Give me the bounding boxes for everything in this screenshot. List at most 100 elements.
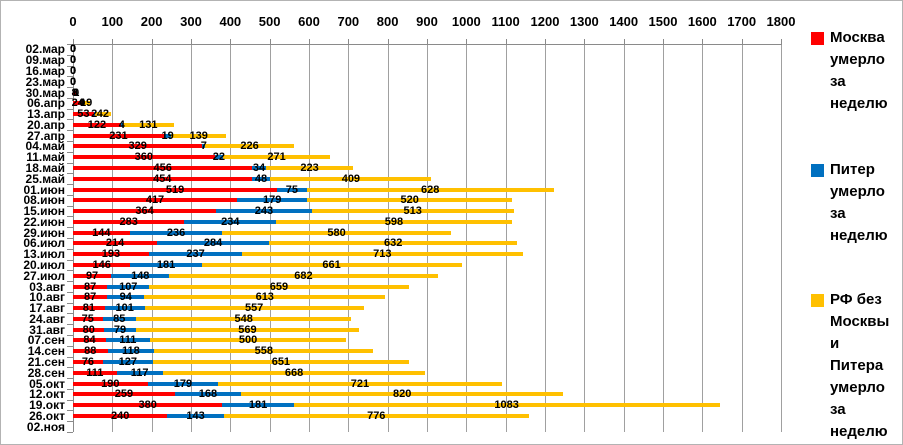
- bar-segment-rf[interactable]: [293, 403, 720, 408]
- bar-segment-rf[interactable]: [171, 133, 226, 138]
- bar-segment-rf[interactable]: [162, 370, 426, 375]
- bar-segment-rf[interactable]: [306, 187, 554, 192]
- bar-segment-piter[interactable]: [102, 316, 136, 321]
- bar-segment-rf[interactable]: [154, 349, 374, 354]
- bar-segment-moscow[interactable]: [73, 349, 108, 354]
- bar-segment-piter[interactable]: [237, 198, 308, 203]
- bar-segment-rf[interactable]: [240, 392, 564, 397]
- bar-segment-moscow[interactable]: [73, 230, 130, 235]
- bar-segment-rf[interactable]: [135, 327, 360, 332]
- bar-segment-moscow[interactable]: [73, 133, 164, 138]
- bar-segment-rf[interactable]: [76, 90, 77, 95]
- bar-segment-moscow[interactable]: [73, 316, 103, 321]
- bar-segment-moscow[interactable]: [73, 306, 105, 311]
- bar-segment-moscow[interactable]: [73, 338, 107, 343]
- bar-segment-moscow[interactable]: [73, 241, 158, 246]
- bar-segment-moscow[interactable]: [73, 198, 238, 203]
- bar-segment-moscow[interactable]: [73, 144, 203, 149]
- bar-segment-rf[interactable]: [169, 273, 438, 278]
- bar-segment-piter[interactable]: [174, 392, 241, 397]
- legend-item-piter[interactable]: Питер умерло за неделю: [809, 159, 901, 253]
- bar-segment-moscow[interactable]: [73, 359, 103, 364]
- bar-segment-moscow[interactable]: [73, 381, 148, 386]
- bar-segment-rf[interactable]: [265, 165, 354, 170]
- bar-segment-moscow[interactable]: [73, 273, 112, 278]
- bar-segment-moscow[interactable]: [73, 112, 94, 117]
- bar-segment-piter[interactable]: [129, 230, 223, 235]
- bar-segment-moscow[interactable]: [73, 392, 175, 397]
- bar-segment-piter[interactable]: [216, 209, 312, 214]
- bar-segment-moscow[interactable]: [73, 370, 117, 375]
- bar-segment-moscow[interactable]: [73, 413, 168, 418]
- value-axis-tick: [623, 39, 625, 44]
- bar-segment-rf[interactable]: [149, 338, 347, 343]
- bar-segment-rf[interactable]: [223, 413, 529, 418]
- bar-segment-piter[interactable]: [147, 381, 219, 386]
- bar-segment-rf[interactable]: [268, 241, 518, 246]
- bar-segment-rf[interactable]: [242, 252, 523, 257]
- bar-segment-moscow[interactable]: [73, 262, 131, 267]
- bar-segment-rf[interactable]: [94, 112, 112, 117]
- bar-segment-moscow[interactable]: [73, 90, 77, 95]
- bar-segment-moscow[interactable]: [73, 403, 223, 408]
- bar-segment-piter[interactable]: [214, 155, 224, 160]
- category-axis-tick: [67, 259, 73, 261]
- bar-segment-piter[interactable]: [107, 284, 150, 289]
- legend-item-rf[interactable]: РФ без Москвы и Питера умерло за неделю: [809, 289, 901, 444]
- bar-segment-moscow[interactable]: [73, 219, 185, 224]
- bar-segment-moscow[interactable]: [73, 284, 108, 289]
- bar-segment-piter[interactable]: [120, 122, 123, 127]
- bar-segment-rf[interactable]: [152, 359, 409, 364]
- bar-segment-piter[interactable]: [202, 144, 206, 149]
- bar-segment-rf[interactable]: [223, 155, 330, 160]
- bar-segment-rf[interactable]: [122, 122, 175, 127]
- bar-segment-rf[interactable]: [307, 198, 512, 203]
- bar-segment-rf[interactable]: [276, 219, 512, 224]
- bar-segment-piter[interactable]: [102, 359, 153, 364]
- bar-segment-piter[interactable]: [130, 262, 202, 267]
- bar-segment-piter[interactable]: [251, 176, 271, 181]
- bar-segment-piter[interactable]: [104, 306, 145, 311]
- bar-segment-moscow[interactable]: [73, 209, 217, 214]
- bar-segment-piter[interactable]: [107, 349, 155, 354]
- bar-segment-piter[interactable]: [252, 165, 266, 170]
- bar-segment-rf[interactable]: [135, 316, 352, 321]
- x-axis-tick-label: 400: [219, 14, 242, 29]
- bar-segment-rf[interactable]: [218, 381, 502, 386]
- bar-segment-piter[interactable]: [167, 413, 224, 418]
- data-label-moscow: 380: [138, 399, 157, 412]
- bar-segment-piter[interactable]: [163, 133, 172, 138]
- bar-segment-piter[interactable]: [93, 112, 95, 117]
- bar-segment-moscow[interactable]: [73, 165, 253, 170]
- bar-segment-moscow[interactable]: [73, 187, 278, 192]
- bar-segment-piter[interactable]: [111, 273, 170, 278]
- legend-item-moscow[interactable]: Москва умерло за неделю: [809, 27, 901, 121]
- bar-segment-rf[interactable]: [205, 144, 295, 149]
- bar-segment-rf[interactable]: [144, 295, 386, 300]
- bar-segment-piter[interactable]: [222, 403, 294, 408]
- bar-segment-moscow[interactable]: [73, 176, 252, 181]
- bar-segment-piter[interactable]: [116, 370, 163, 375]
- bar-segment-moscow[interactable]: [73, 101, 83, 106]
- bar-segment-piter[interactable]: [107, 295, 145, 300]
- bar-segment-rf[interactable]: [144, 306, 364, 311]
- value-axis-tick: [230, 39, 232, 44]
- bar-segment-rf[interactable]: [222, 230, 451, 235]
- bar-segment-rf[interactable]: [201, 262, 462, 267]
- bar-segment-rf[interactable]: [149, 284, 409, 289]
- bar-segment-piter[interactable]: [148, 252, 243, 257]
- bar-segment-moscow[interactable]: [73, 155, 215, 160]
- bar-segment-piter[interactable]: [157, 241, 269, 246]
- bar-segment-moscow[interactable]: [73, 327, 105, 332]
- bar-segment-rf[interactable]: [82, 101, 90, 106]
- bar-segment-moscow[interactable]: [73, 295, 108, 300]
- bar-segment-moscow[interactable]: [73, 122, 121, 127]
- bar-segment-rf[interactable]: [270, 176, 432, 181]
- bar-segment-piter[interactable]: [277, 187, 307, 192]
- bar-segment-rf[interactable]: [311, 209, 514, 214]
- bar-segment-piter[interactable]: [104, 327, 136, 332]
- bar-segment-piter[interactable]: [184, 219, 277, 224]
- bar-segment-moscow[interactable]: [73, 252, 149, 257]
- bar-segment-piter[interactable]: [106, 338, 150, 343]
- data-label-rf: 820: [393, 388, 412, 401]
